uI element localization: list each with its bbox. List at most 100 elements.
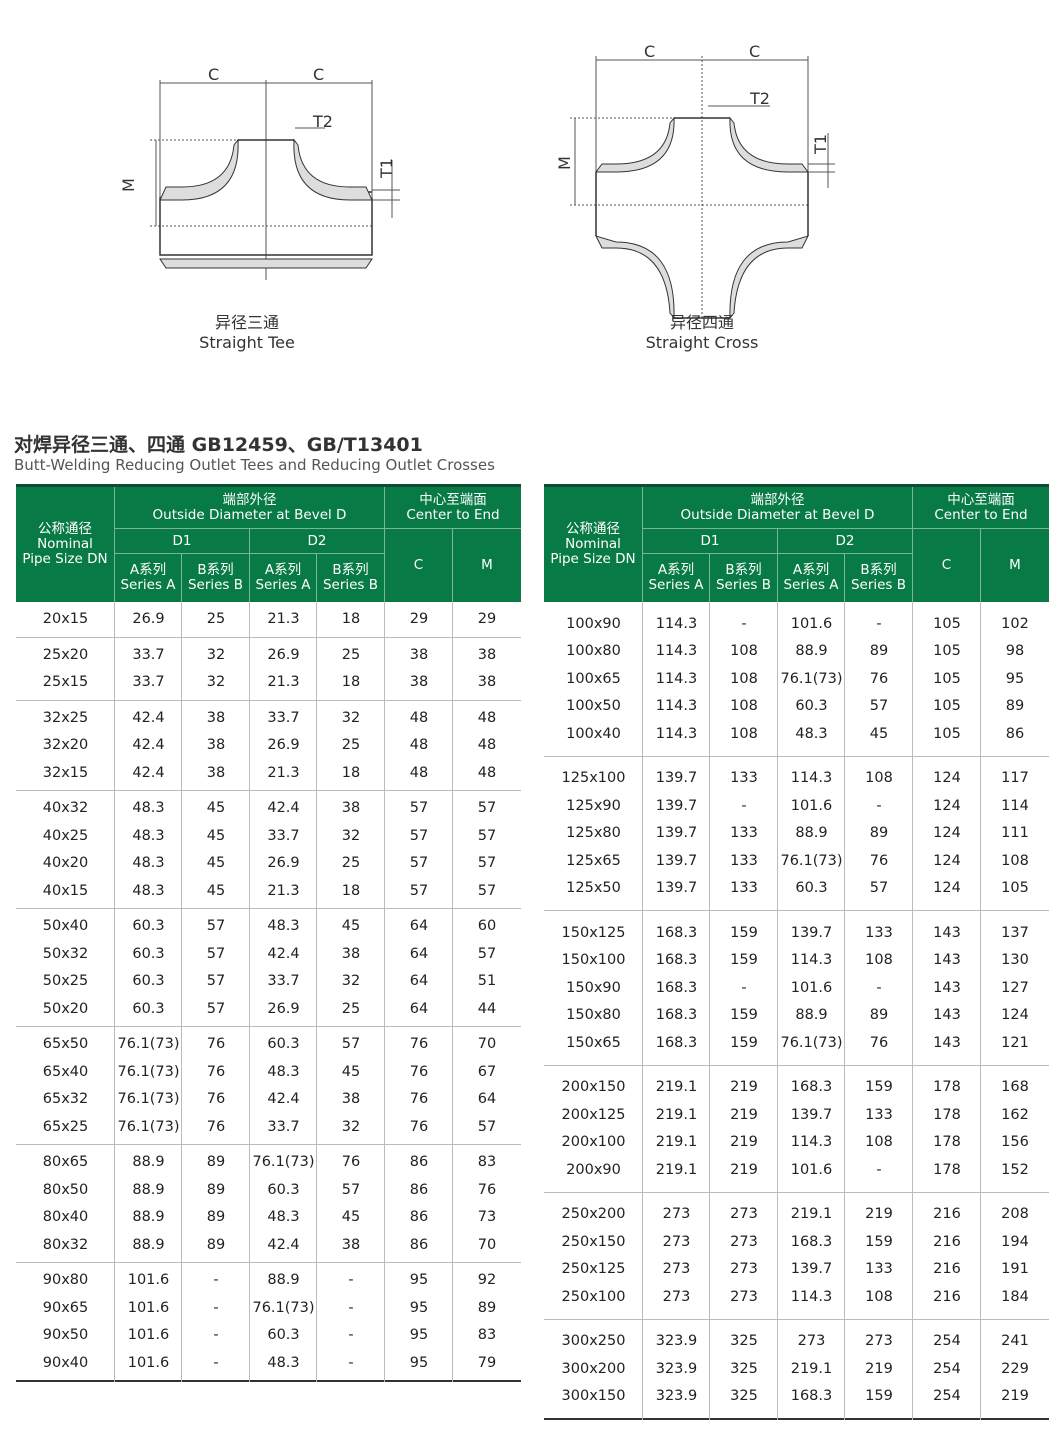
section-title-cn: 对焊异径三通、四通 GB12459、GB/T13401: [14, 434, 423, 456]
cell-d1-series-b: 273: [730, 1233, 758, 1250]
cell-m: 64: [477, 1091, 497, 1108]
cell-dn: 50x20: [42, 1000, 89, 1017]
cell-d2-series-b: 38: [341, 800, 361, 817]
cell-m: 92: [477, 1272, 497, 1289]
header-od-cn: 端部外径: [750, 491, 805, 508]
header-d2-series-a: A系列 Series A: [250, 554, 317, 602]
table-row: 80x40 88.9 89 48.3 45 86 73: [16, 1204, 521, 1232]
cell-dn: 80x32: [42, 1236, 89, 1253]
row-group: 25x20 33.7 32 26.9 25 38 38 25x15 33.7 32 21.3 18 38…: [16, 638, 521, 701]
row-group: 65x50 76.1(73) 76 60.3 57 76 70 65x40 76.1(73) 76…: [16, 1027, 521, 1145]
sb-cn: B系列: [197, 562, 234, 578]
cross-t2-label: T2: [749, 89, 770, 108]
cell-m: 241: [1001, 1333, 1029, 1350]
sa-cn: A系列: [792, 562, 830, 578]
cell-d1-series-a: 101.6: [127, 1327, 170, 1344]
cell-m: 48: [477, 764, 497, 781]
header-ce: 中心至端面 Center to End: [385, 487, 521, 529]
cell-m: 57: [477, 827, 497, 844]
cell-m: 156: [1001, 1134, 1029, 1151]
cell-d1-series-a: 114.3: [655, 643, 698, 660]
cell-d2-series-a: 48.3: [267, 1063, 300, 1080]
cell-c: 57: [409, 882, 429, 899]
cell-dn: 32x25: [42, 709, 89, 726]
cell-d2-series-a: 33.7: [267, 709, 300, 726]
cell-d1-series-b: 45: [206, 855, 226, 872]
table-row: 300x150 323.9 325 168.3 159 254 219: [544, 1383, 1049, 1411]
row-group: 100x90 114.3 - 101.6 - 105 102 100x80 114.3 108 88…: [544, 602, 1049, 757]
cell-d1-series-a: 88.9: [132, 1181, 165, 1198]
cell-m: 108: [1001, 852, 1029, 869]
table-row: 125x80 139.7 133 88.9 89 124 111: [544, 820, 1049, 848]
table-header: 公称通径 Nominal Pipe Size DN 端部外径 Outside D…: [544, 484, 1049, 602]
cell-dn: 90x65: [42, 1299, 89, 1316]
cell-dn: 200x90: [566, 1161, 621, 1178]
header-dn-en2: Pipe Size DN: [550, 551, 636, 567]
cell-m: 137: [1001, 924, 1029, 941]
header-d2-series-b: B系列 Series B: [317, 554, 385, 602]
column-divider: [181, 602, 182, 1382]
column-divider: [384, 602, 385, 1382]
table-row: 32x20 42.4 38 26.9 25 48 48: [16, 732, 521, 760]
cell-d2-series-b: 219: [865, 1206, 893, 1223]
cell-m: 162: [1001, 1106, 1029, 1123]
cell-c: 254: [933, 1333, 961, 1350]
section-title-en: Butt-Welding Reducing Outlet Tees and Re…: [14, 456, 495, 474]
cell-d2-series-a: 26.9: [267, 646, 300, 663]
header-od-cn: 端部外径: [222, 491, 277, 508]
cell-d1-series-b: 159: [730, 1034, 758, 1051]
cell-c: 254: [933, 1360, 961, 1377]
sb-en: Series B: [850, 577, 907, 593]
cell-c: 143: [933, 979, 961, 996]
cell-d2-series-b: 57: [341, 1181, 361, 1198]
cell-d2-series-a: 139.7: [790, 1106, 833, 1123]
table-row: 250x100 273 273 114.3 108 216 184: [544, 1283, 1049, 1311]
table-row: 80x50 88.9 89 60.3 57 86 76: [16, 1176, 521, 1204]
cell-dn: 40x25: [42, 827, 89, 844]
table-row: 40x25 48.3 45 33.7 32 57 57: [16, 822, 521, 850]
cell-dn: 250x125: [561, 1261, 626, 1278]
cell-d1-series-a: 139.7: [655, 852, 698, 869]
header-dn-en1: Nominal: [565, 536, 621, 552]
cell-d2-series-a: 88.9: [795, 1007, 828, 1024]
cell-d1-series-a: 33.7: [132, 646, 165, 663]
cell-dn: 80x65: [42, 1154, 89, 1171]
cell-d2-series-b: 57: [341, 1036, 361, 1053]
cell-d1-series-a: 88.9: [132, 1154, 165, 1171]
cell-c: 254: [933, 1388, 961, 1405]
column-divider: [316, 602, 317, 1382]
cell-dn: 65x50: [42, 1036, 89, 1053]
cell-d2-series-b: 133: [865, 1106, 893, 1123]
cell-c: 57: [409, 855, 429, 872]
cell-d1-series-b: 38: [206, 737, 226, 754]
cell-c: 216: [933, 1288, 961, 1305]
cell-d1-series-a: 323.9: [655, 1360, 698, 1377]
cell-d1-series-b: 76: [206, 1063, 226, 1080]
row-group: 125x100 139.7 133 114.3 108 124 117 125x90 139.7…: [544, 757, 1049, 911]
cell-d2-series-a: 88.9: [795, 825, 828, 842]
cell-d2-series-a: 26.9: [267, 737, 300, 754]
cell-d2-series-b: 108: [865, 770, 893, 787]
table-row: 125x65 139.7 133 76.1(73) 76 124 108: [544, 847, 1049, 875]
tee-c-label-left: C: [208, 65, 219, 84]
sa-en: Series A: [255, 577, 311, 593]
row-group: 32x25 42.4 38 33.7 32 48 48 32x20 42.4 38 26.9 25 48…: [16, 701, 521, 791]
cell-d1-series-b: 32: [206, 646, 226, 663]
right-dimension-table: 公称通径 Nominal Pipe Size DN 端部外径 Outside D…: [544, 484, 1049, 1420]
cell-m: 98: [1005, 643, 1025, 660]
table-row: 65x50 76.1(73) 76 60.3 57 76 70: [16, 1031, 521, 1059]
cell-dn: 25x15: [42, 674, 89, 691]
cell-m: 60: [477, 918, 497, 935]
cell-c: 124: [933, 852, 961, 869]
header-dn-cn: 公称通径: [566, 521, 620, 537]
row-group: 300x250 323.9 325 273 273 254 241 300x200 323.9 3…: [544, 1320, 1049, 1419]
table-row: 40x20 48.3 45 26.9 25 57 57: [16, 850, 521, 878]
table-row: 32x25 42.4 38 33.7 32 48 48: [16, 704, 521, 732]
straight-tee-diagram: C C T2 T1 M: [119, 65, 400, 280]
cell-m: 51: [477, 973, 497, 990]
cell-d1-series-a: 60.3: [132, 918, 165, 935]
cell-d2-series-a: 26.9: [267, 855, 300, 872]
cell-d2-series-a: 42.4: [267, 1236, 300, 1253]
cell-d2-series-a: 114.3: [790, 770, 833, 787]
